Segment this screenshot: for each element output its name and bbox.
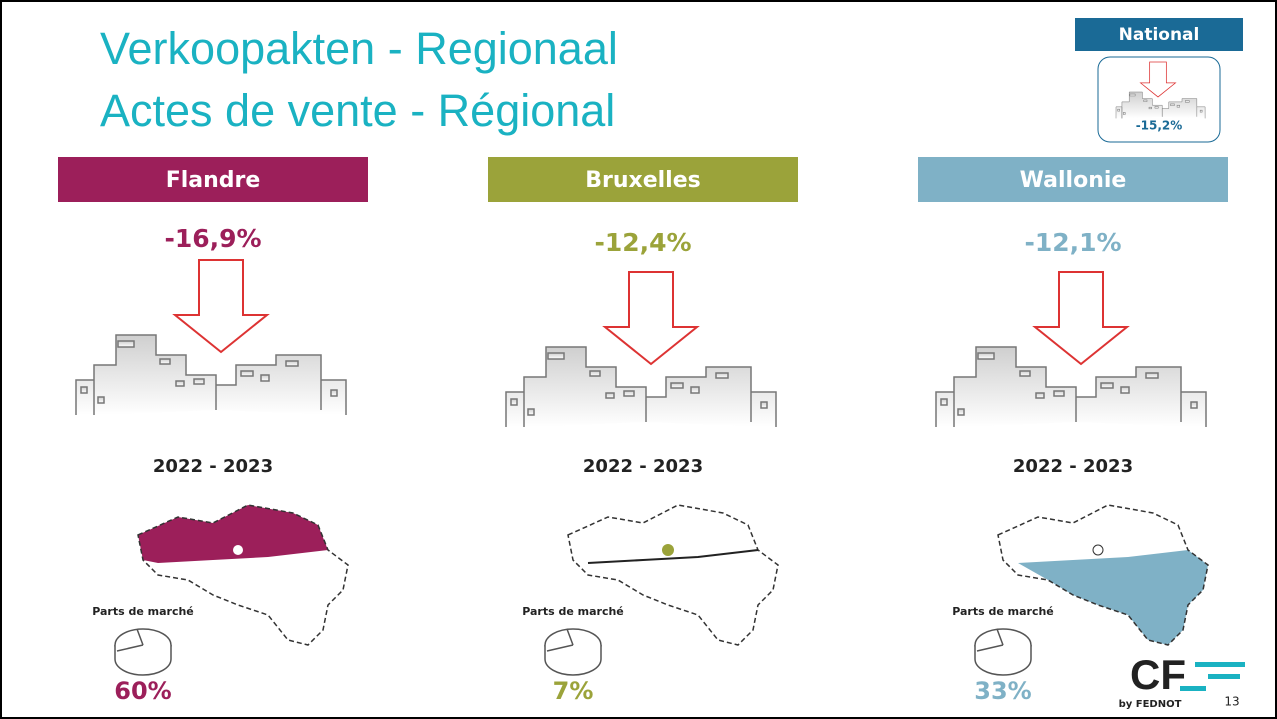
- region-header: [58, 157, 368, 202]
- region-header: [488, 157, 798, 202]
- national-box: [1097, 56, 1221, 143]
- pie-icon: [114, 628, 172, 676]
- share-label: Parts de marché: [92, 605, 194, 618]
- share: 7%: [553, 677, 594, 705]
- logo-sub: by FEDNOT: [1119, 699, 1182, 710]
- title-line: Actes de vente - Régional: [100, 85, 615, 136]
- map-border: [587, 549, 759, 564]
- map-region: [1018, 550, 1208, 645]
- period: 2022 - 2023: [1013, 456, 1133, 477]
- arrow: [604, 271, 698, 365]
- national-label: National: [1119, 25, 1200, 45]
- share: 33%: [974, 677, 1031, 705]
- region-name: Bruxelles: [585, 168, 701, 193]
- map-capital: [233, 545, 243, 555]
- logo-bar: [1195, 662, 1245, 667]
- logo-bar: [1208, 674, 1240, 679]
- region-header: [918, 157, 1228, 202]
- city: [75, 334, 347, 416]
- region-name: Flandre: [166, 168, 261, 193]
- share-label: Parts de marché: [952, 605, 1054, 618]
- map-capital: [1092, 544, 1104, 556]
- city: [505, 346, 777, 428]
- period: 2022 - 2023: [583, 456, 703, 477]
- title-line: Verkoopakten - Regionaal: [100, 23, 618, 74]
- map-region: [662, 544, 674, 556]
- logo-mark: CF: [1130, 651, 1186, 698]
- region-change: -12,1%: [1024, 228, 1121, 257]
- map-outline: [567, 504, 779, 646]
- share: 60%: [114, 677, 171, 705]
- region-change: -16,9%: [164, 224, 261, 253]
- period: 2022 - 2023: [153, 456, 273, 477]
- map-region: [138, 505, 328, 563]
- region-change: -12,4%: [594, 228, 691, 257]
- arrow: [174, 259, 268, 353]
- national-change: -15,2%: [1136, 119, 1183, 133]
- logo-bar: [1180, 686, 1206, 691]
- arrow: [1034, 271, 1128, 365]
- share-label: Parts de marché: [522, 605, 624, 618]
- national-header: [1075, 18, 1243, 51]
- pie-icon: [974, 628, 1032, 676]
- city: [935, 346, 1207, 428]
- pie-icon: [544, 628, 602, 676]
- page-number: 13: [1224, 695, 1239, 709]
- region-name: Wallonie: [1020, 168, 1127, 193]
